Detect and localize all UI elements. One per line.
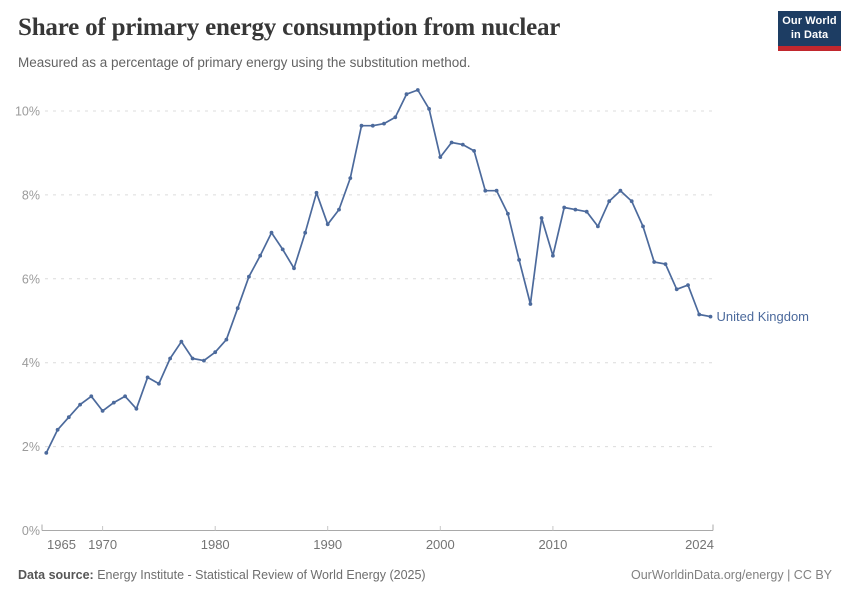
data-point-1998[interactable] bbox=[415, 88, 420, 92]
data-point-1989[interactable] bbox=[314, 190, 319, 195]
data-point-1972[interactable] bbox=[123, 394, 127, 399]
data-source-label: Data source: bbox=[18, 568, 94, 582]
data-point-1987[interactable] bbox=[292, 266, 296, 271]
data-point-2012[interactable] bbox=[573, 207, 578, 212]
data-point-2023[interactable] bbox=[697, 312, 702, 317]
data-point-1985[interactable] bbox=[269, 230, 274, 235]
chart-footer: Data source: Energy Institute - Statisti… bbox=[0, 568, 850, 600]
data-point-1971[interactable] bbox=[111, 400, 116, 405]
data-point-2013[interactable] bbox=[584, 209, 589, 214]
y-axis-label-8pct: 8% bbox=[22, 188, 40, 202]
x-axis-label-1965: 1965 bbox=[47, 537, 76, 552]
data-point-1991[interactable] bbox=[337, 207, 341, 212]
data-point-1995[interactable] bbox=[382, 121, 386, 126]
data-point-2005[interactable] bbox=[494, 188, 499, 193]
logo-line-2: in Data bbox=[790, 28, 829, 41]
y-axis-label-4pct: 4% bbox=[22, 356, 40, 370]
data-point-1983[interactable] bbox=[247, 274, 251, 279]
data-point-2017[interactable] bbox=[629, 199, 634, 204]
data-point-2024[interactable] bbox=[708, 314, 713, 319]
entity-label-united-kingdom[interactable]: United Kingdom bbox=[717, 309, 810, 324]
data-point-1976[interactable] bbox=[168, 356, 173, 361]
logo-red-bar bbox=[778, 46, 841, 51]
x-axis-label-2024: 2024 bbox=[685, 537, 714, 552]
y-axis-label-0pct: 0% bbox=[22, 524, 40, 538]
data-point-1969[interactable] bbox=[89, 394, 94, 399]
data-point-1979[interactable] bbox=[202, 358, 206, 363]
data-point-2003[interactable] bbox=[472, 149, 476, 153]
data-source-text[interactable]: Energy Institute - Statistical Review of… bbox=[93, 568, 426, 582]
data-point-2011[interactable] bbox=[562, 205, 567, 210]
data-point-1975[interactable] bbox=[157, 381, 161, 386]
data-point-1997[interactable] bbox=[404, 92, 409, 97]
x-axis-label-1980: 1980 bbox=[201, 537, 230, 552]
data-point-1990[interactable] bbox=[325, 222, 330, 227]
data-point-2000[interactable] bbox=[438, 155, 443, 160]
license-and-url[interactable]: OurWorldinData.org/energy | CC BY bbox=[630, 568, 832, 582]
data-point-2010[interactable] bbox=[551, 253, 555, 258]
data-point-2002[interactable] bbox=[460, 142, 465, 147]
data-point-1994[interactable] bbox=[370, 123, 375, 128]
chart-subtitle: Measured as a percentage of primary ener… bbox=[18, 55, 471, 70]
data-point-2008[interactable] bbox=[528, 302, 533, 306]
data-point-1984[interactable] bbox=[258, 253, 263, 258]
logo-line-1: Our World bbox=[782, 15, 837, 28]
data-point-1980[interactable] bbox=[213, 350, 218, 355]
data-point-1967[interactable] bbox=[66, 415, 71, 420]
data-point-1996[interactable] bbox=[393, 115, 398, 120]
data-point-2020[interactable] bbox=[663, 262, 668, 266]
data-point-1986[interactable] bbox=[280, 247, 285, 252]
owid-logo-text: Our World in Data bbox=[778, 11, 841, 46]
data-point-1982[interactable] bbox=[235, 306, 240, 311]
y-axis-label-2pct: 2% bbox=[22, 440, 40, 454]
data-point-2014[interactable] bbox=[596, 224, 600, 229]
x-axis-label-2010: 2010 bbox=[538, 537, 567, 552]
x-axis-label-1970: 1970 bbox=[88, 537, 117, 552]
data-point-1977[interactable] bbox=[179, 339, 184, 344]
data-point-1973[interactable] bbox=[134, 406, 139, 411]
data-point-2016[interactable] bbox=[618, 188, 623, 193]
owid-logo[interactable]: Our World in Data bbox=[778, 11, 841, 51]
data-point-2022[interactable] bbox=[686, 283, 690, 287]
y-axis-label-10pct: 10% bbox=[15, 105, 40, 119]
data-point-2009[interactable] bbox=[539, 216, 544, 220]
data-source: Data source: Energy Institute - Statisti… bbox=[18, 568, 426, 582]
x-axis-label-2000: 2000 bbox=[426, 537, 455, 552]
data-point-1965[interactable] bbox=[44, 451, 49, 455]
data-point-1981[interactable] bbox=[224, 337, 229, 342]
data-point-1992[interactable] bbox=[348, 176, 353, 181]
y-axis-label-6pct: 6% bbox=[22, 272, 40, 286]
data-point-1993[interactable] bbox=[359, 123, 364, 128]
chart-title: Share of primary energy consumption from… bbox=[18, 14, 561, 41]
data-point-2006[interactable] bbox=[506, 211, 510, 216]
data-point-1970[interactable] bbox=[100, 409, 105, 413]
data-point-1974[interactable] bbox=[145, 375, 150, 380]
data-point-2018[interactable] bbox=[641, 224, 645, 229]
data-point-2007[interactable] bbox=[517, 258, 521, 262]
data-point-2019[interactable] bbox=[652, 260, 657, 264]
data-point-2004[interactable] bbox=[483, 188, 488, 193]
data-point-2021[interactable] bbox=[674, 287, 679, 292]
nuclear-share-line-chart[interactable]: 0% 2% 4% 6% 8% 10% 1965 1970 1980 1990 2000 2010 202… bbox=[0, 0, 850, 560]
data-point-2015[interactable] bbox=[607, 199, 612, 204]
data-point-1968[interactable] bbox=[78, 402, 82, 407]
data-line-united-kingdom[interactable] bbox=[45, 89, 712, 454]
data-point-1966[interactable] bbox=[55, 427, 60, 432]
data-point-1999[interactable] bbox=[427, 107, 431, 111]
data-point-2001[interactable] bbox=[449, 140, 454, 145]
x-axis-label-1990: 1990 bbox=[313, 537, 342, 552]
data-point-1978[interactable] bbox=[190, 356, 195, 361]
data-point-1988[interactable] bbox=[303, 230, 308, 235]
